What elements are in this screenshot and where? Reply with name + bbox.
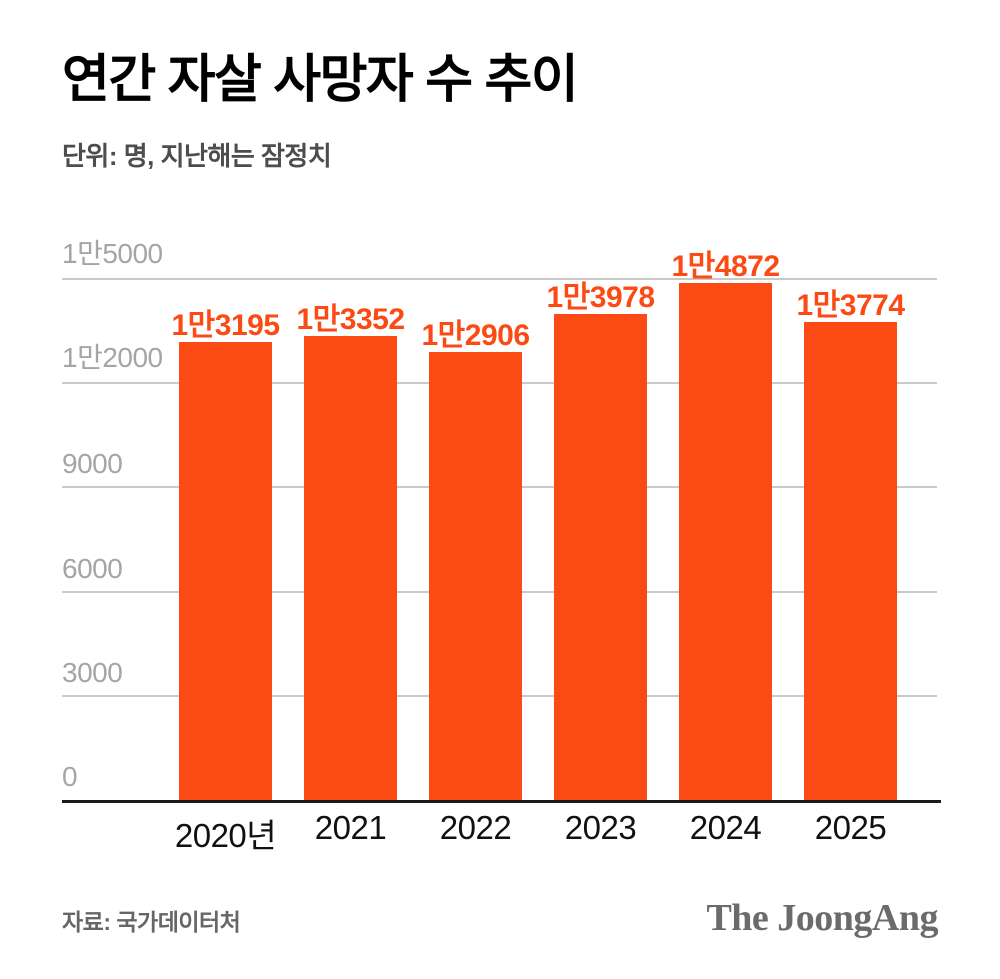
bar-2021[interactable]	[304, 336, 397, 800]
x-axis-label-2024: 2024	[689, 809, 762, 846]
x-axis-label-2025: 2025	[814, 809, 887, 846]
bar-2023[interactable]	[554, 314, 647, 800]
value-label-2023: 1만3978	[546, 281, 655, 315]
value-label-2021: 1만3352	[296, 303, 405, 337]
y-tick-label-15000: 1만5000	[62, 238, 163, 269]
y-tick-label-12000: 1만2000	[62, 342, 163, 374]
value-label-2020년: 1만3195	[171, 308, 280, 342]
gridline-15000	[62, 278, 937, 280]
y-tick-label-3000: 3000	[62, 656, 123, 688]
y-tick-label-0: 0	[62, 761, 78, 792]
source-note: 자료: 국가데이터처	[62, 909, 241, 935]
bar-2024[interactable]	[679, 283, 772, 800]
value-label-2025: 1만3774	[796, 288, 905, 322]
chart-title: 연간 자살 사망자 수 추이	[62, 51, 579, 109]
value-label-2024: 1만4872	[671, 250, 780, 284]
x-axis-label-2022: 2022	[439, 809, 512, 846]
bar-2022[interactable]	[429, 351, 522, 800]
joongang-logo: The JoongAng	[706, 897, 938, 939]
x-axis-label-2021: 2021	[314, 809, 387, 846]
y-tick-label-9000: 9000	[62, 448, 123, 480]
bar-2025[interactable]	[804, 321, 897, 800]
x-axis-label-2023: 2023	[564, 809, 637, 846]
x-axis-baseline	[62, 800, 941, 803]
bar-2020년[interactable]	[179, 341, 272, 800]
chart-subtitle: 단위: 명, 지난해는 잠정치	[62, 141, 332, 171]
y-tick-label-6000: 6000	[62, 552, 123, 584]
x-axis-label-2020년: 2020년	[174, 817, 277, 854]
value-label-2022: 1만2906	[421, 318, 530, 352]
